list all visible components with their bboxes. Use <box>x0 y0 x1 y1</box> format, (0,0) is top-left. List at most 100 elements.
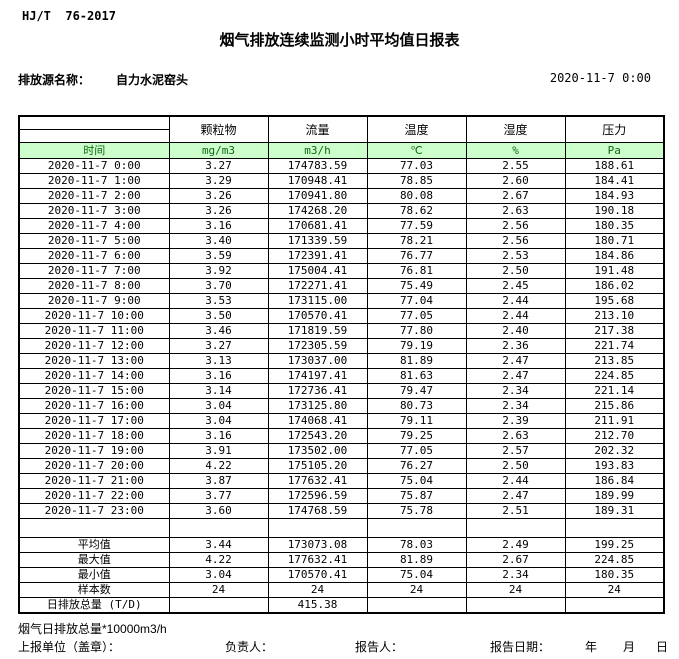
column-header: 压力 <box>564 115 665 143</box>
signature-line: 上报单位（盖章）： 负责人： 报告人： 报告日期： 年 月 日 <box>0 638 679 654</box>
table-row: 2020-11-7 0:00 3.27 174783.59 77.03 2.55 188.… <box>18 158 665 174</box>
cell: 2020-11-7 2:00 <box>18 188 170 204</box>
cell: 3.14 <box>168 383 269 399</box>
cell: 170941.80 <box>267 188 368 204</box>
cell: 2.51 <box>465 503 566 519</box>
table-row: 2020-11-7 1:00 3.29 170948.41 78.85 2.60 184.… <box>18 173 665 189</box>
cell: 173037.00 <box>267 353 368 369</box>
table-row: 2020-11-7 21:00 3.87 177632.41 75.04 2.44 186… <box>18 473 665 489</box>
cell: 224.85 <box>564 368 665 384</box>
cell: 2.39 <box>465 413 566 429</box>
cell: 180.71 <box>564 233 665 249</box>
cell: 2020-11-7 16:00 <box>18 398 170 414</box>
cell: 79.47 <box>366 383 467 399</box>
cell: 172271.41 <box>267 278 368 294</box>
cell: 172543.20 <box>267 428 368 444</box>
cell: 221.14 <box>564 383 665 399</box>
cell: 415.38 <box>267 597 368 614</box>
cell: 2.36 <box>465 338 566 354</box>
cell: 平均值 <box>18 537 170 553</box>
cell: 2.47 <box>465 353 566 369</box>
cell: 2.63 <box>465 428 566 444</box>
table-row: 2020-11-7 22:00 3.77 172596.59 75.87 2.47 189… <box>18 488 665 504</box>
summary-row: 最大值 4.22 177632.41 81.89 2.67 224.85 <box>18 552 665 568</box>
cell: 3.16 <box>168 218 269 234</box>
cell: 175105.20 <box>267 458 368 474</box>
cell: 2.63 <box>465 203 566 219</box>
cell: 202.32 <box>564 443 665 459</box>
cell: 78.03 <box>366 537 467 553</box>
cell: 81.89 <box>366 353 467 369</box>
cell: 76.77 <box>366 248 467 264</box>
cell <box>366 597 467 614</box>
cell: 81.89 <box>366 552 467 568</box>
time-header: 时间 <box>18 142 170 159</box>
cell: 174068.41 <box>267 413 368 429</box>
cell: 172596.59 <box>267 488 368 504</box>
cell: 24 <box>465 582 566 598</box>
hourly-rows: 2020-11-7 0:00 3.27 174783.59 77.03 2.55 188.… <box>18 158 665 519</box>
cell: 78.85 <box>366 173 467 189</box>
cell: 2020-11-7 17:00 <box>18 413 170 429</box>
cell: 3.26 <box>168 203 269 219</box>
cell: 212.70 <box>564 428 665 444</box>
cell: 79.11 <box>366 413 467 429</box>
cell: 221.74 <box>564 338 665 354</box>
cell: 3.77 <box>168 488 269 504</box>
cell: 2.34 <box>465 567 566 583</box>
cell: 186.84 <box>564 473 665 489</box>
cell: 2.53 <box>465 248 566 264</box>
unit-cell: m3/h <box>267 142 368 159</box>
cell: 2020-11-7 19:00 <box>18 443 170 459</box>
cell: 186.02 <box>564 278 665 294</box>
report-date-label: 报告日期： <box>490 640 551 654</box>
cell: 3.60 <box>168 503 269 519</box>
cell: 75.04 <box>366 473 467 489</box>
column-header: 流量 <box>267 115 368 143</box>
cell: 174197.41 <box>267 368 368 384</box>
cell: 3.46 <box>168 323 269 339</box>
cell: 75.87 <box>366 488 467 504</box>
cell: 3.59 <box>168 248 269 264</box>
cell: 2.47 <box>465 368 566 384</box>
cell: 2.50 <box>465 458 566 474</box>
cell: 224.85 <box>564 552 665 568</box>
cell: 2020-11-7 22:00 <box>18 488 170 504</box>
column-header: 颗粒物 <box>168 115 269 143</box>
cell: 3.27 <box>168 158 269 174</box>
month-label: 月 <box>623 640 636 654</box>
table-row: 2020-11-7 20:00 4.22 175105.20 76.27 2.50 193… <box>18 458 665 474</box>
cell: 2.49 <box>465 537 566 553</box>
cell: 174268.20 <box>267 203 368 219</box>
cell: 最大值 <box>18 552 170 568</box>
column-header: 湿度 <box>465 115 566 143</box>
cell: 2.45 <box>465 278 566 294</box>
cell <box>465 597 566 614</box>
cell: 2020-11-7 10:00 <box>18 308 170 324</box>
table-row: 2020-11-7 17:00 3.04 174068.41 79.11 2.39 211… <box>18 413 665 429</box>
cell: 79.25 <box>366 428 467 444</box>
cell: 2.56 <box>465 218 566 234</box>
cell: 77.05 <box>366 443 467 459</box>
cell: 2.67 <box>465 552 566 568</box>
total-emission-note: 烟气日排放总量*10000m3/h <box>18 622 167 636</box>
cell: 79.19 <box>366 338 467 354</box>
cell: 3.04 <box>168 567 269 583</box>
cell: 2.56 <box>465 233 566 249</box>
cell: 170570.41 <box>267 308 368 324</box>
cell: 77.04 <box>366 293 467 309</box>
spacer-cell <box>465 518 566 538</box>
spacer-cell <box>18 518 170 538</box>
cell: 189.99 <box>564 488 665 504</box>
pollutant-header-row: 颗粒物 流量 温度 湿度 压力 <box>18 115 665 143</box>
cell: 2.34 <box>465 398 566 414</box>
cell: 3.44 <box>168 537 269 553</box>
cell: 2.44 <box>465 308 566 324</box>
cell: 75.49 <box>366 278 467 294</box>
cell: 180.35 <box>564 218 665 234</box>
cell <box>564 597 665 614</box>
cell: 3.16 <box>168 368 269 384</box>
table-row: 2020-11-7 7:00 3.92 175004.41 76.81 2.50 191.… <box>18 263 665 279</box>
cell: 2.67 <box>465 188 566 204</box>
cell: 199.25 <box>564 537 665 553</box>
